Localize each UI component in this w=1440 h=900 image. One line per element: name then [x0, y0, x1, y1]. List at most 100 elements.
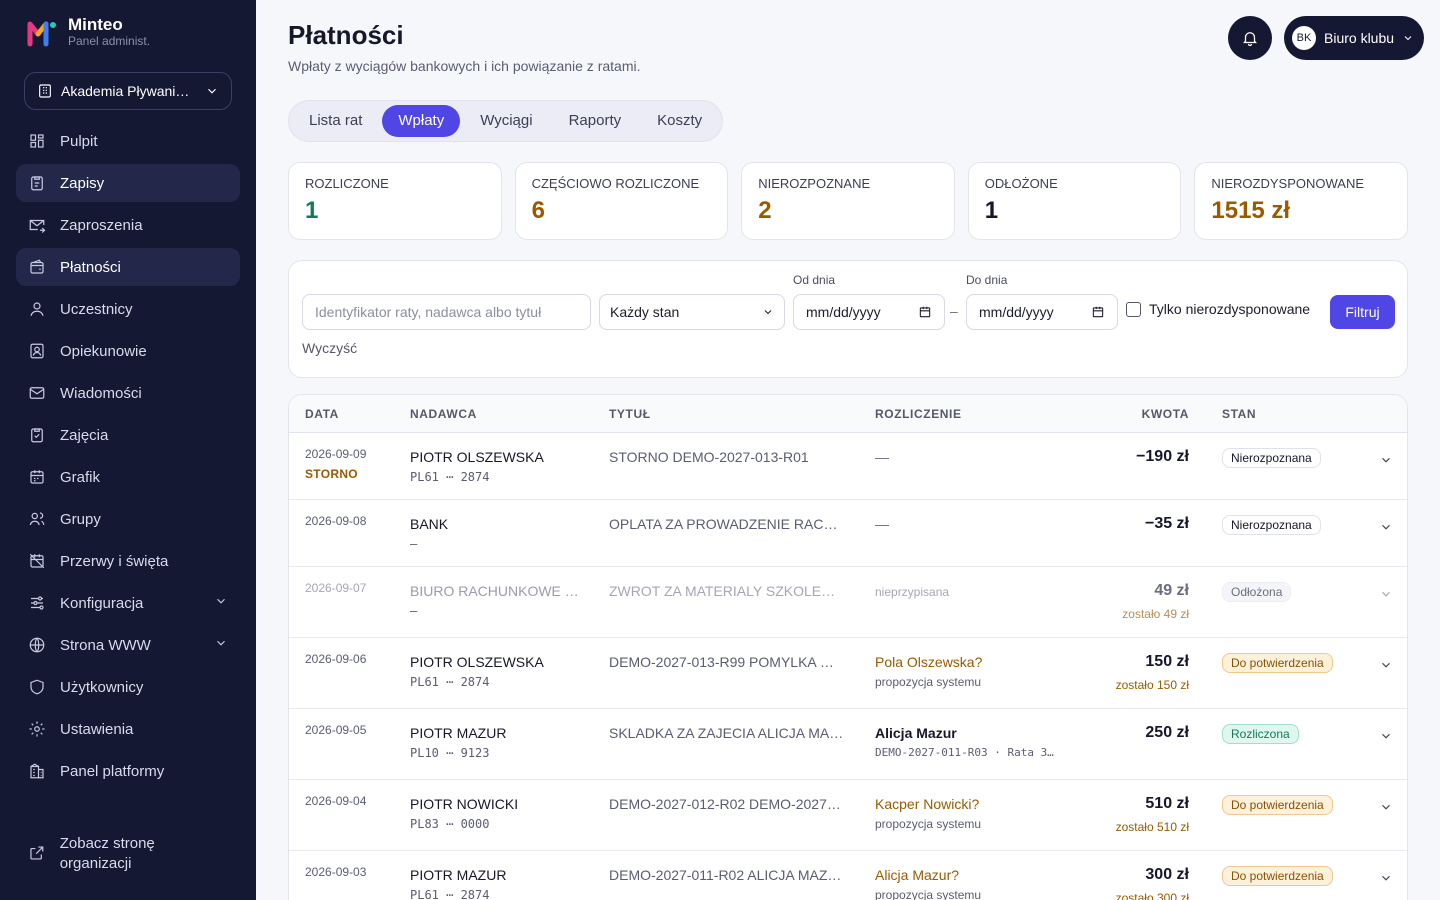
- tab-lista-rat[interactable]: Lista rat: [309, 112, 363, 129]
- stat-card: Odłożone 1: [967, 162, 1182, 240]
- column-sender[interactable]: NADAWCA: [410, 407, 477, 421]
- chevron-down-icon[interactable]: [1379, 520, 1393, 539]
- sidebar-item-użytkownicy[interactable]: Użytkownicy: [16, 668, 240, 706]
- amount: −190 zł: [1136, 448, 1189, 465]
- stat-value: 6: [531, 197, 545, 224]
- stat-value: 1: [305, 197, 319, 224]
- sidebar-item-grafik[interactable]: Grafik: [16, 458, 240, 496]
- settlement[interactable]: Pola Olszewska?: [875, 654, 983, 670]
- tab-koszty[interactable]: Koszty: [657, 112, 703, 129]
- date-from-label: Od dnia: [793, 273, 836, 287]
- column-status[interactable]: STAN: [1222, 407, 1257, 421]
- table-row[interactable]: 2026-09-04 PIOTR NOWICKI PL83 ⋯ 0000 DEMO-2…: [289, 780, 1407, 851]
- filters-panel: Identyfikator raty, nadawca albo tytuł K…: [288, 260, 1408, 378]
- only-unassigned-filter[interactable]: Tylko nierozdysponowane: [1126, 301, 1310, 317]
- sidebar-item-konfiguracja[interactable]: Konfiguracja: [16, 584, 240, 622]
- transfer-title: DEMO-2027-011-R02 ALICJA MAZUR: [609, 867, 845, 883]
- notifications-button[interactable]: [1228, 16, 1272, 60]
- table-row[interactable]: 2026-09-03 PIOTR MAZUR PL61 ⋯ 2874 DEMO-202…: [289, 851, 1407, 900]
- table-row[interactable]: 2026-09-05 PIOTR MAZUR PL10 ⋯ 9123 SKLADKA …: [289, 709, 1407, 780]
- bell-icon: [1243, 32, 1257, 47]
- chevron-down-icon: [764, 310, 772, 315]
- settlement[interactable]: Alicja Mazur?: [875, 867, 960, 883]
- settlement: —: [875, 449, 889, 465]
- sender-account: PL61 ⋯ 2874: [410, 675, 490, 689]
- tab-raporty[interactable]: Raporty: [568, 112, 622, 129]
- stat-label: Nierozpoznane: [758, 176, 871, 191]
- table-row[interactable]: 2026-09-07 BIURO RACHUNKOWE SP. — ZWROT ZA …: [289, 567, 1407, 638]
- sidebar-item-label: Grupy: [60, 510, 101, 528]
- status-select[interactable]: Każdy stan: [599, 294, 785, 330]
- chevron-down-icon[interactable]: [1379, 453, 1393, 472]
- tab-wpłaty[interactable]: Wpłaty: [382, 105, 461, 137]
- calendar-off-icon: [28, 552, 46, 570]
- sidebar-item-wiadomości[interactable]: Wiadomości: [16, 374, 240, 412]
- brand[interactable]: Minteo Panel administ.: [26, 16, 150, 48]
- payment-date: 2026-09-08: [305, 514, 367, 528]
- date-to-input[interactable]: mm/dd/yyyy: [966, 294, 1118, 330]
- sidebar-item-grupy[interactable]: Grupy: [16, 500, 240, 538]
- sidebar-item-płatności[interactable]: Płatności: [16, 248, 240, 286]
- shield-icon: [28, 678, 46, 696]
- sidebar-item-przerwy-i-święta[interactable]: Przerwy i święta: [16, 542, 240, 580]
- transfer-title: STORNO DEMO-2027-013-R01: [609, 449, 809, 465]
- stat-label: Nierozdysponowane: [1211, 176, 1365, 191]
- settlement[interactable]: Kacper Nowicki?: [875, 796, 980, 812]
- settlement[interactable]: Alicja Mazur: [875, 725, 957, 741]
- organization-select[interactable]: Akademia Pływani…: [24, 72, 232, 110]
- user-menu-button[interactable]: BK Biuro klubu: [1284, 16, 1424, 60]
- chevron-down-icon[interactable]: [1379, 871, 1393, 890]
- status-badge: Rozliczona: [1222, 724, 1299, 744]
- calendar-icon: [28, 468, 46, 486]
- brand-name: Minteo: [68, 15, 123, 34]
- building-icon: [28, 762, 46, 780]
- sidebar-item-zajęcia[interactable]: Zajęcia: [16, 416, 240, 454]
- payments-table: DATA NADAWCA TYTUŁ ROZLICZENIE KWOTA STA…: [288, 394, 1408, 900]
- date-to-placeholder: mm/dd/yyyy: [979, 304, 1054, 320]
- sidebar-item-strona-www[interactable]: Strona WWW: [16, 626, 240, 664]
- sidebar-item-ustawienia[interactable]: Ustawienia: [16, 710, 240, 748]
- column-settlement[interactable]: ROZLICZENIE: [875, 407, 962, 421]
- chevron-down-icon[interactable]: [1379, 587, 1393, 606]
- table-row[interactable]: 2026-09-09 STORNO PIOTR OLSZEWSKA PL61 ⋯ 28…: [289, 433, 1407, 500]
- settlement-detail: propozycja systemu: [875, 888, 982, 900]
- column-date[interactable]: DATA: [305, 407, 339, 421]
- column-title[interactable]: TYTUŁ: [609, 407, 651, 421]
- table-row[interactable]: 2026-09-06 PIOTR OLSZEWSKA PL61 ⋯ 2874 DEMO…: [289, 638, 1407, 709]
- chevron-down-icon[interactable]: [1379, 800, 1393, 819]
- view-public-site-link[interactable]: Zobacz stronę organizacji: [28, 834, 228, 874]
- transfer-title: SKLADKA ZA ZAJECIA ALICJA MAZUR: [609, 725, 845, 741]
- sender-account: PL83 ⋯ 0000: [410, 817, 490, 831]
- sender-account: PL10 ⋯ 9123: [410, 746, 490, 760]
- filter-button[interactable]: Filtruj: [1330, 295, 1395, 329]
- external-link-icon: [30, 846, 44, 860]
- sidebar-item-zapisy[interactable]: Zapisy: [16, 164, 240, 202]
- settlement-detail: DEMO-2027-011-R03 · Rata 3…: [875, 746, 1054, 759]
- date-from-input[interactable]: mm/dd/yyyy: [793, 294, 945, 330]
- chevron-down-icon[interactable]: [1379, 729, 1393, 748]
- sidebar-item-opiekunowie[interactable]: Opiekunowie: [16, 332, 240, 370]
- sidebar-item-label: Przerwy i święta: [60, 552, 169, 570]
- table-row[interactable]: 2026-09-08 BANK — OPLATA ZA PROWADZENIE RAC…: [289, 500, 1407, 567]
- tab-wyciągi[interactable]: Wyciągi: [480, 112, 533, 129]
- status-badge: Do potwierdzenia: [1222, 653, 1333, 673]
- table-body: 2026-09-09 STORNO PIOTR OLSZEWSKA PL61 ⋯ 28…: [289, 433, 1407, 900]
- sidebar-item-panel-platformy[interactable]: Panel platformy: [16, 752, 240, 790]
- organization-name: Akademia Pływani…: [61, 83, 190, 99]
- chevron-down-icon[interactable]: [1379, 658, 1393, 677]
- sender-account: PL61 ⋯ 2874: [410, 470, 490, 484]
- only-unassigned-checkbox[interactable]: [1126, 301, 1141, 317]
- sidebar-item-label: Panel platformy: [60, 762, 165, 780]
- search-input[interactable]: Identyfikator raty, nadawca albo tytuł: [302, 294, 591, 330]
- sidebar-item-pulpit[interactable]: Pulpit: [16, 122, 240, 160]
- clipboard-check-icon: [28, 426, 46, 444]
- grid-icon: [28, 132, 46, 150]
- sidebar-item-zaproszenia[interactable]: Zaproszenia: [16, 206, 240, 244]
- sidebar-item-uczestnicy[interactable]: Uczestnicy: [16, 290, 240, 328]
- column-amount[interactable]: KWOTA: [1141, 407, 1189, 421]
- sender-name: PIOTR MAZUR: [410, 725, 507, 741]
- amount: 49 zł: [1154, 582, 1189, 599]
- clear-filters-link[interactable]: Wyczyść: [302, 340, 358, 356]
- remaining-amount: zostało 150 zł: [1115, 678, 1189, 692]
- transfer-title: DEMO-2027-012-R02 DEMO-2027-012-R03: [609, 796, 845, 812]
